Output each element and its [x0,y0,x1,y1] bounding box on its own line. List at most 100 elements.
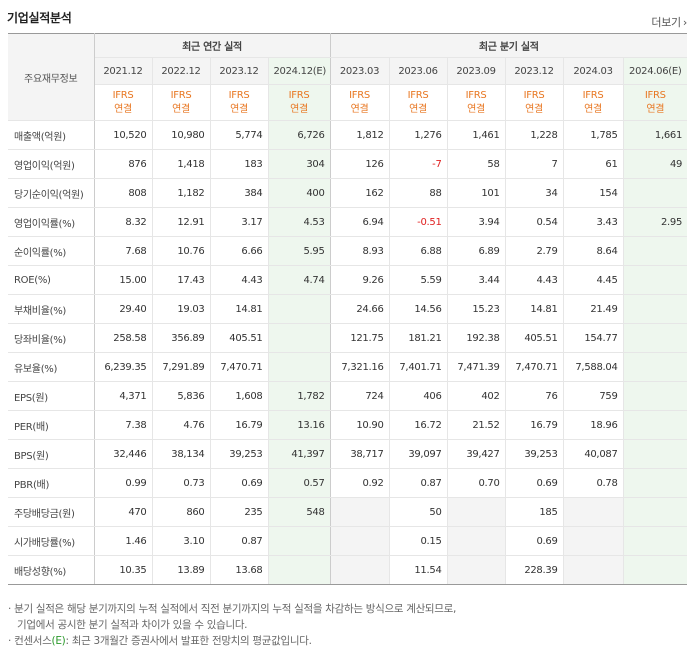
table-cell [447,526,506,556]
table-cell: 6.94 [330,207,390,237]
table-row: 당기순이익(억원) 808 1,182 384 400 162 88 101 34 154 [8,178,688,208]
period-header-row: 2021.12 2022.12 2023.12 2024.12(E) 2023.03 20… [8,57,688,85]
table-row: PBR(배) 0.99 0.73 0.69 0.57 0.92 0.87 0.70 0.69 0.… [8,468,688,498]
table-cell: 548 [268,497,331,527]
table-row: BPS(원) 32,446 38,134 39,253 41,397 38,717 39,0… [8,439,688,469]
table-cell [623,236,688,266]
table-cell: 405.51 [505,323,564,353]
table-cell: 402 [447,381,506,411]
table-row: 순이익률(%) 7.68 10.76 6.66 5.95 8.93 6.88 6.89 2.79… [8,236,688,266]
quarter-group-header: 최근 분기 실적 [330,33,688,58]
table-cell: 1,276 [389,120,448,150]
row-label: 순이익률(%) [8,236,95,266]
more-link[interactable]: 더보기 › [651,14,687,30]
table-cell: 21.52 [447,410,506,440]
table-cell: 13.68 [210,555,269,585]
ifrs-standard: IFRS [349,89,370,101]
table-cell: 0.54 [505,207,564,237]
table-cell: 16.72 [389,410,448,440]
row-label: PBR(배) [8,468,95,498]
ifrs-standard: IFRS [407,89,429,101]
table-cell: 49 [623,149,688,179]
ifrs-standard: IFRS [228,89,250,101]
footnote-2-suffix: : 최근 3개월간 증권사에서 발표한 전망치의 평균값입니다. [65,635,312,647]
ifrs-standard: IFRS [288,89,310,101]
period-header: 2024.06(E) [623,57,688,85]
table-cell: 183 [210,149,269,179]
table-cell: 24.66 [330,294,390,324]
ifrs-label: IFRS 연결 [94,84,153,121]
table-cell: 58 [447,149,506,179]
table-cell: 0.99 [94,468,153,498]
table-cell: 0.57 [268,468,331,498]
table-row: ROE(%) 15.00 17.43 4.43 4.74 9.26 5.59 3.44 4.43… [8,265,688,295]
table-cell: 181.21 [389,323,448,353]
period-header: 2024.03 [563,57,624,85]
period-header: 2023.03 [330,57,390,85]
table-row: PER(배) 7.38 4.76 16.79 13.16 10.90 16.72 21.52 1… [8,410,688,440]
table-cell: 2.95 [623,207,688,237]
table-cell: 8.64 [563,236,624,266]
table-cell [623,294,688,324]
table-cell: 876 [94,149,153,179]
table-cell: 258.58 [94,323,153,353]
period-header: 2023.12 [505,57,564,85]
ifrs-label: IFRS 연결 [447,84,506,121]
row-label: BPS(원) [8,439,95,469]
table-cell: 7,470.71 [210,352,269,382]
ifrs-standard: IFRS [582,89,604,101]
table-cell: 6.88 [389,236,448,266]
table-cell: 16.79 [505,410,564,440]
footnote-1-text: 분기 실적은 해당 분기까지의 누적 실적에서 직전 분기까지의 누적 실적을 … [14,603,457,615]
table-row: 유보율(%) 6,239.35 7,291.89 7,470.71 7,321.16 7,… [8,352,688,382]
table-cell: 14.81 [210,294,269,324]
row-header-title: 주요재무정보 [8,33,95,121]
table-cell: 860 [152,497,211,527]
table-cell: 126 [330,149,390,179]
ifrs-consolidated: 연결 [584,103,602,115]
table-cell: 400 [268,178,331,208]
table-cell: 0.69 [505,526,564,556]
period-header: 2023.09 [447,57,506,85]
table-cell: 759 [563,381,624,411]
ifrs-label: IFRS 연결 [152,84,211,121]
table-row: 시가배당률(%) 1.46 3.10 0.87 0.15 0.69 [8,526,688,556]
table-cell: 101 [447,178,506,208]
table-cell: 6.89 [447,236,506,266]
table-cell [268,526,331,556]
table-cell [268,294,331,324]
table-cell: 356.89 [152,323,211,353]
table-cell: 121.75 [330,323,390,353]
table-cell: 3.94 [447,207,506,237]
table-cell: 38,134 [152,439,211,469]
ifrs-consolidated: 연결 [525,103,543,115]
ifrs-consolidated: 연결 [114,103,132,115]
table-cell: 808 [94,178,153,208]
table-cell: 7.38 [94,410,153,440]
table-cell: 19.03 [152,294,211,324]
table-cell: 2.79 [505,236,564,266]
table-cell: 1,461 [447,120,506,150]
table-cell: 1,661 [623,120,688,150]
table-row: 영업이익률(%) 8.32 12.91 3.17 4.53 6.94 -0.51 3.94 0.… [8,207,688,237]
table-cell: 1,812 [330,120,390,150]
table-cell: 34 [505,178,564,208]
table-cell: 1,228 [505,120,564,150]
table-cell [623,526,688,556]
table-cell [623,497,688,527]
ifrs-label: IFRS 연결 [210,84,269,121]
row-label: 매출액(억원) [8,120,95,150]
table-cell: 235 [210,497,269,527]
table-cell: 4.45 [563,265,624,295]
footnote-2-prefix: 컨센서스 [14,635,52,647]
table-cell: 384 [210,178,269,208]
chevron-right-icon: › [682,16,687,29]
table-cell [447,497,506,527]
table-cell: 10.90 [330,410,390,440]
ifrs-consolidated: 연결 [230,103,248,115]
table-cell: 61 [563,149,624,179]
ifrs-label: IFRS 연결 [389,84,448,121]
table-cell: 3.43 [563,207,624,237]
table-cell [623,468,688,498]
table-cell: 7.68 [94,236,153,266]
